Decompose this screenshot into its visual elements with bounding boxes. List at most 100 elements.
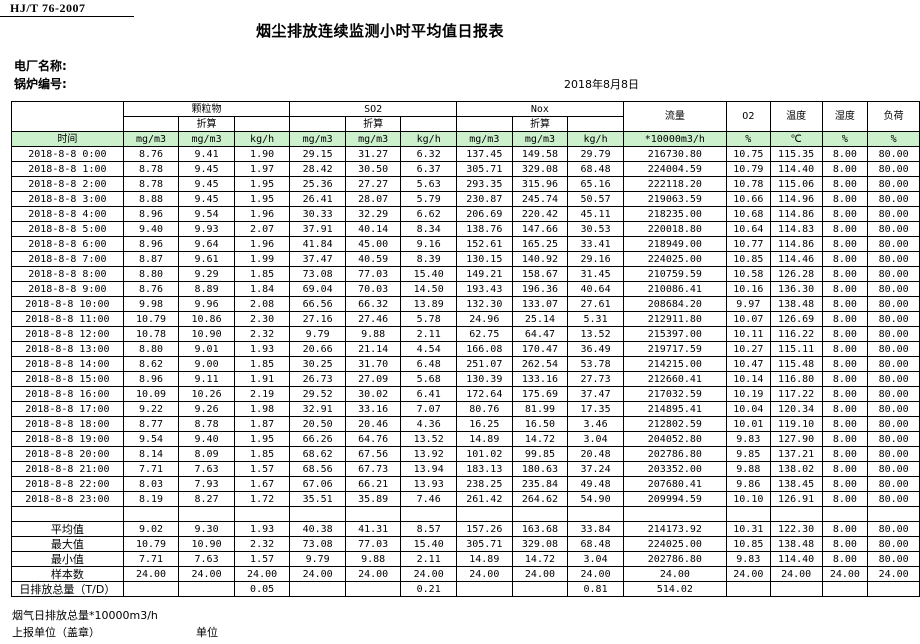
daily-total-flow: 514.02: [622, 581, 727, 597]
cell-so2-2: 5.79: [400, 191, 457, 207]
cell-time: 2018-8-8 16:00: [11, 386, 124, 402]
cell-particulate-0: 8.78: [122, 161, 180, 177]
cell-so2-0: 20.66: [289, 341, 346, 357]
cell-nox-0: 14.89: [455, 431, 513, 447]
table-spacer-row: [11, 506, 920, 522]
cell-time: 2018-8-8 17:00: [11, 401, 124, 417]
cell-time: 2018-8-8 11:00: [11, 311, 124, 327]
cell-particulate-0: 8.76: [122, 146, 180, 162]
summary-flow: 24.00: [622, 566, 727, 582]
cell-particulate-0: 7.71: [122, 461, 180, 477]
cell-so2-0: 69.04: [289, 281, 346, 297]
spacer-cell: [178, 506, 235, 522]
unit-nox-mg: mg/m3: [455, 131, 513, 147]
header-group-nox: Nox: [455, 101, 624, 117]
daily-total-o2: [725, 581, 771, 597]
summary-nox-0: 305.71: [455, 536, 513, 552]
header-cell-so2-converted: 折算: [344, 116, 402, 132]
cell-so2-1: 27.46: [344, 311, 402, 327]
cell-load: 80.00: [867, 176, 920, 192]
cell-nox-2: 50.57: [567, 191, 624, 207]
cell-so2-0: 37.91: [289, 221, 346, 237]
cell-so2-0: 66.26: [289, 431, 346, 447]
spacer-cell: [344, 506, 402, 522]
cell-humidity: 8.00: [821, 446, 869, 462]
table-row: 2018-8-8 15:00 8.96 9.11 1.91 26.73 27.09 5.68…: [11, 371, 920, 387]
header-cell-so2-blank-1: [289, 116, 346, 132]
cell-temperature: 126.28: [769, 266, 823, 282]
cell-time: 2018-8-8 22:00: [11, 476, 124, 492]
cell-so2-1: 9.88: [344, 326, 402, 342]
cell-nox-0: 130.39: [455, 371, 513, 387]
cell-so2-2: 5.63: [400, 176, 457, 192]
cell-particulate-1: 9.93: [178, 221, 235, 237]
cell-so2-2: 6.32: [400, 146, 457, 162]
cell-o2: 9.97: [725, 296, 771, 312]
table-row: 2018-8-8 9:00 8.76 8.89 1.84 69.04 70.03 14.50…: [11, 281, 920, 297]
cell-humidity: 8.00: [821, 461, 869, 477]
cell-nox-2: 27.73: [567, 371, 624, 387]
table-row: 2018-8-8 20:00 8.14 8.09 1.85 68.62 67.56 13.9…: [11, 446, 920, 462]
summary-particulate-0: 24.00: [122, 566, 180, 582]
cell-nox-2: 33.41: [567, 236, 624, 252]
cell-nox-1: 245.74: [511, 191, 569, 207]
cell-nox-2: 65.16: [567, 176, 624, 192]
header-cell-pm-blank-2: [233, 116, 291, 132]
cell-o2: 10.19: [725, 386, 771, 402]
cell-nox-2: 37.47: [567, 386, 624, 402]
table-row: 2018-8-8 0:00 8.76 9.41 1.90 29.15 31.27 6.32 1…: [11, 146, 920, 162]
cell-o2: 10.04: [725, 401, 771, 417]
cell-nox-0: 138.76: [455, 221, 513, 237]
cell-time: 2018-8-8 9:00: [11, 281, 124, 297]
table-row: 2018-8-8 3:00 8.88 9.45 1.95 26.41 28.07 5.79 2…: [11, 191, 920, 207]
cell-nox-1: 235.84: [511, 476, 569, 492]
cell-nox-1: 149.58: [511, 146, 569, 162]
summary-load: 80.00: [867, 536, 920, 552]
cell-load: 80.00: [867, 431, 920, 447]
cell-o2: 10.64: [725, 221, 771, 237]
cell-particulate-2: 1.97: [233, 161, 291, 177]
cell-time: 2018-8-8 7:00: [11, 251, 124, 267]
cell-temperature: 138.45: [769, 476, 823, 492]
cell-particulate-2: 2.08: [233, 296, 291, 312]
cell-humidity: 8.00: [821, 326, 869, 342]
cell-load: 80.00: [867, 296, 920, 312]
cell-so2-0: 25.36: [289, 176, 346, 192]
spacer-cell: [233, 506, 291, 522]
summary-nox-2: 24.00: [567, 566, 624, 582]
cell-humidity: 8.00: [821, 281, 869, 297]
summary-nox-2: 3.04: [567, 551, 624, 567]
cell-nox-1: 180.63: [511, 461, 569, 477]
cell-load: 80.00: [867, 236, 920, 252]
cell-o2: 10.14: [725, 371, 771, 387]
summary-so2-2: 2.11: [400, 551, 457, 567]
cell-flow: 219063.59: [622, 191, 727, 207]
cell-load: 80.00: [867, 221, 920, 237]
cell-nox-1: 175.69: [511, 386, 569, 402]
unit-nox-converted-mg: mg/m3: [511, 131, 569, 147]
cell-load: 80.00: [867, 386, 920, 402]
cell-temperature: 137.21: [769, 446, 823, 462]
cell-nox-1: 165.25: [511, 236, 569, 252]
report-date: 2018年8月8日: [564, 78, 639, 91]
summary-particulate-1: 9.30: [178, 521, 235, 537]
cell-temperature: 114.86: [769, 206, 823, 222]
table-row: 2018-8-8 13:00 8.80 9.01 1.93 20.66 21.14 4.54…: [11, 341, 920, 357]
summary-nox-1: 329.08: [511, 536, 569, 552]
summary-load: 24.00: [867, 566, 920, 582]
cell-time: 2018-8-8 6:00: [11, 236, 124, 252]
cell-temperature: 117.22: [769, 386, 823, 402]
cell-load: 80.00: [867, 491, 920, 507]
header-cell-pm-converted: 折算: [178, 116, 235, 132]
cell-humidity: 8.00: [821, 266, 869, 282]
daily-total-pm-kg: 0.05: [233, 581, 291, 597]
summary-label: 样本数: [11, 566, 124, 582]
header-cell-nox-blank-2: [567, 116, 624, 132]
spacer-cell: [400, 506, 457, 522]
cell-so2-2: 7.07: [400, 401, 457, 417]
summary-so2-2: 24.00: [400, 566, 457, 582]
cell-so2-2: 9.16: [400, 236, 457, 252]
spacer-cell: [725, 506, 771, 522]
cell-particulate-0: 8.78: [122, 176, 180, 192]
summary-nox-1: 14.72: [511, 551, 569, 567]
